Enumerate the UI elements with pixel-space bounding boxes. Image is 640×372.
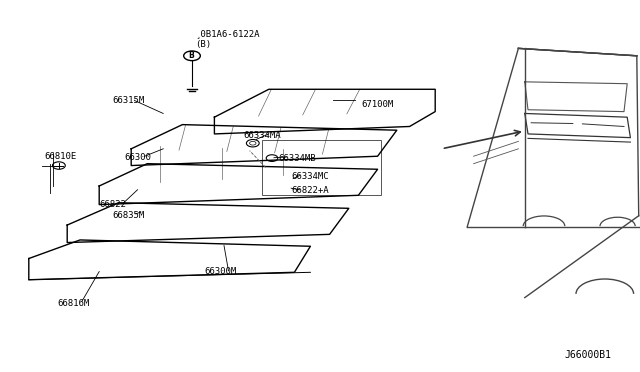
Text: 66835M: 66835M: [112, 211, 144, 220]
Text: 66300: 66300: [125, 153, 152, 162]
Text: 67100M: 67100M: [362, 100, 394, 109]
Text: 66334MC: 66334MC: [291, 172, 329, 181]
Text: 66334MA: 66334MA: [243, 131, 281, 140]
Text: 66300M: 66300M: [205, 267, 237, 276]
Text: J66000B1: J66000B1: [564, 350, 611, 360]
Text: ¸0B1A6-6122A
(B): ¸0B1A6-6122A (B): [195, 29, 260, 49]
Text: 66822: 66822: [99, 200, 126, 209]
Text: B: B: [189, 51, 194, 60]
Text: 66334MB: 66334MB: [278, 154, 316, 163]
Text: 66822+A: 66822+A: [291, 186, 329, 195]
Text: 66816M: 66816M: [58, 299, 90, 308]
Text: 66810E: 66810E: [45, 152, 77, 161]
Text: 66315M: 66315M: [112, 96, 144, 105]
